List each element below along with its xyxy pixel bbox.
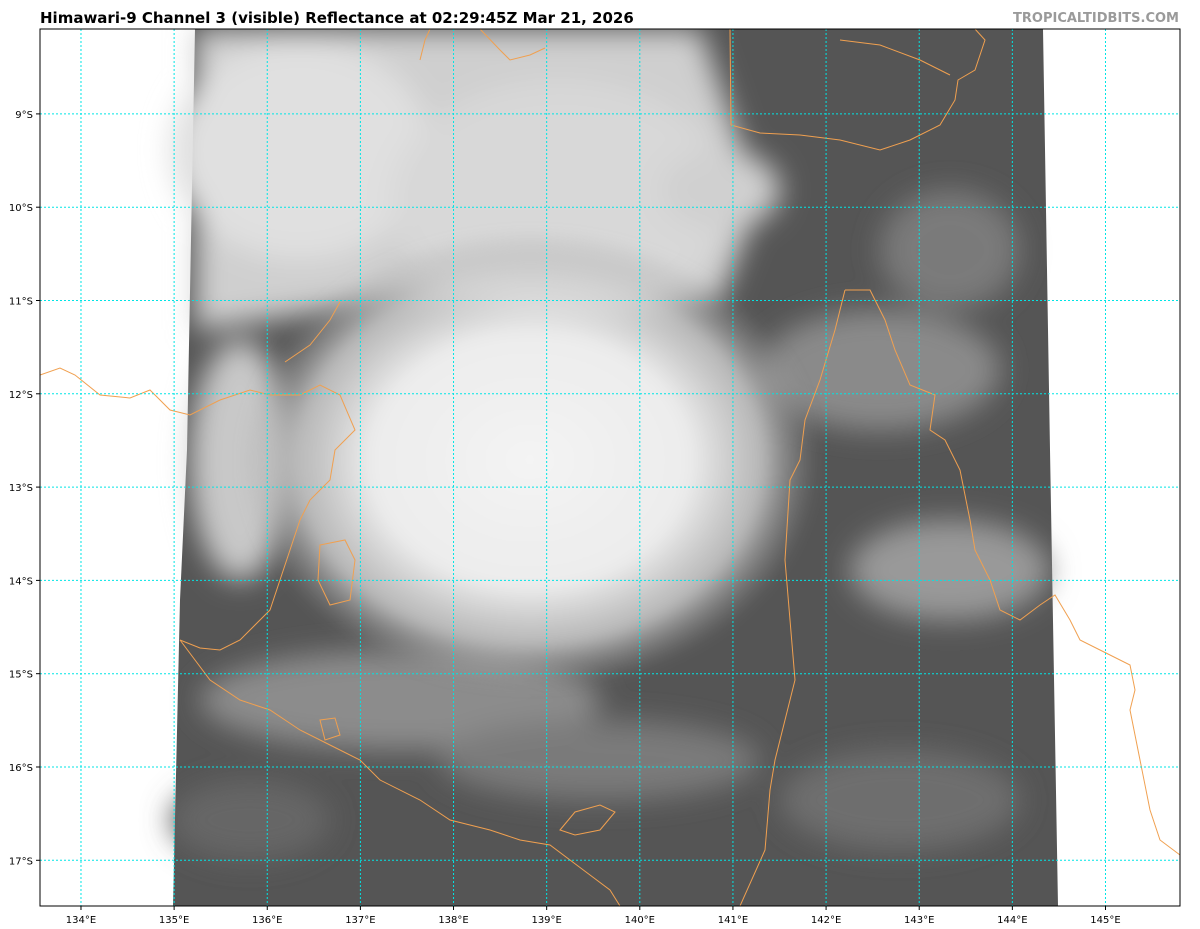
lon-tick-label: 138°E bbox=[438, 915, 468, 926]
coastlines bbox=[40, 29, 1180, 906]
lon-tick-label: 145°E bbox=[1090, 915, 1120, 926]
lat-tick-label: 14°S bbox=[9, 576, 33, 587]
lat-tick-label: 9°S bbox=[15, 110, 33, 121]
lon-tick-label: 134°E bbox=[66, 915, 96, 926]
arnhem-land-coast bbox=[40, 367, 356, 651]
indonesia-coast bbox=[419, 29, 431, 61]
map-title: Himawari-9 Channel 3 (visible) Reflectan… bbox=[40, 9, 634, 27]
png-west-coast bbox=[839, 39, 951, 76]
source-credit[interactable]: TROPICALTIDBITS.COM bbox=[1013, 11, 1179, 26]
border-141e bbox=[729, 29, 732, 126]
map-frame bbox=[39, 28, 1181, 907]
lat-tick-label: 11°S bbox=[9, 296, 33, 307]
wessel-islands bbox=[284, 301, 341, 363]
axis-ticks: 134°E 135°E 136°E 137°E 138°E 139°E 140°E 141°E… bbox=[9, 110, 1121, 926]
lat-tick-label: 13°S bbox=[9, 483, 33, 494]
lat-tick-label: 17°S bbox=[9, 856, 33, 867]
lon-tick-label: 137°E bbox=[345, 915, 375, 926]
cape-york-east bbox=[845, 289, 1180, 856]
lon-tick-label: 141°E bbox=[718, 915, 748, 926]
lon-tick-label: 136°E bbox=[252, 915, 282, 926]
mornington-island bbox=[559, 804, 616, 836]
lat-tick-label: 16°S bbox=[9, 763, 33, 774]
storm-cloud-mass bbox=[240, 230, 820, 690]
lat-tick-label: 12°S bbox=[9, 390, 33, 401]
lon-tick-label: 140°E bbox=[625, 915, 655, 926]
lon-tick-label: 139°E bbox=[531, 915, 561, 926]
lon-tick-label: 135°E bbox=[159, 915, 189, 926]
gulf-south-coast bbox=[179, 639, 621, 906]
indonesia-coast-2 bbox=[479, 29, 546, 61]
cape-york-west bbox=[739, 289, 846, 906]
graticule bbox=[40, 29, 1180, 906]
png-south-coast bbox=[730, 29, 986, 151]
lat-tick-label: 10°S bbox=[9, 203, 33, 214]
lon-tick-label: 142°E bbox=[811, 915, 841, 926]
wellesley-islets bbox=[319, 717, 341, 741]
lon-tick-label: 144°E bbox=[997, 915, 1027, 926]
lat-tick-label: 15°S bbox=[9, 670, 33, 681]
lon-tick-label: 143°E bbox=[904, 915, 934, 926]
